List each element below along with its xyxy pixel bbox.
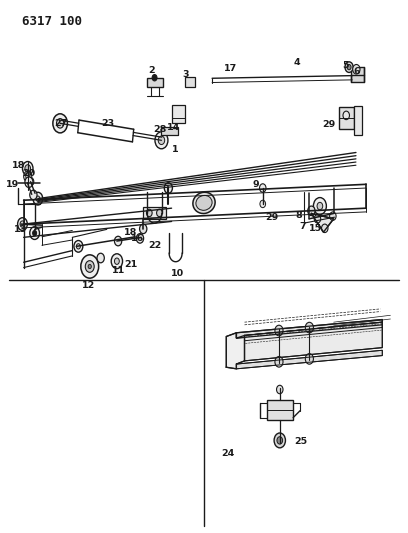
Circle shape	[157, 209, 162, 216]
Circle shape	[26, 174, 30, 179]
Text: 1: 1	[172, 146, 179, 155]
Text: 18: 18	[124, 228, 137, 237]
Circle shape	[353, 64, 360, 74]
Circle shape	[343, 111, 350, 119]
Text: 6317 100: 6317 100	[22, 14, 82, 28]
Bar	[339, 108, 354, 128]
Circle shape	[115, 258, 119, 264]
Circle shape	[111, 254, 122, 269]
Circle shape	[330, 212, 336, 220]
Text: 6: 6	[353, 67, 360, 76]
Circle shape	[27, 177, 34, 186]
Circle shape	[274, 433, 286, 448]
Circle shape	[115, 236, 122, 246]
Text: 22: 22	[149, 241, 162, 250]
Ellipse shape	[196, 196, 212, 211]
Circle shape	[305, 353, 313, 364]
Circle shape	[313, 198, 326, 215]
Bar	[147, 78, 163, 87]
Circle shape	[30, 227, 40, 239]
Text: 21: 21	[124, 260, 137, 269]
Circle shape	[33, 230, 37, 236]
Text: 17: 17	[224, 64, 237, 73]
Circle shape	[317, 203, 323, 210]
Circle shape	[25, 177, 33, 188]
Text: 15: 15	[309, 224, 322, 233]
Circle shape	[152, 75, 157, 81]
Polygon shape	[226, 333, 244, 369]
Circle shape	[322, 224, 328, 232]
Text: 19: 19	[6, 180, 19, 189]
Polygon shape	[236, 319, 382, 338]
Circle shape	[22, 161, 33, 175]
Text: 9: 9	[252, 180, 259, 189]
Circle shape	[164, 183, 173, 193]
Circle shape	[56, 118, 64, 128]
Circle shape	[259, 184, 266, 192]
Circle shape	[53, 114, 67, 133]
Bar	[143, 207, 166, 219]
Text: 13: 13	[14, 225, 27, 234]
Circle shape	[314, 215, 321, 223]
Circle shape	[88, 264, 91, 269]
Text: 4: 4	[294, 58, 301, 67]
Text: 5: 5	[342, 61, 348, 69]
Circle shape	[308, 206, 315, 216]
Text: 24: 24	[222, 449, 235, 458]
Circle shape	[277, 437, 283, 444]
Polygon shape	[244, 322, 382, 361]
Polygon shape	[311, 214, 334, 232]
Text: 7: 7	[299, 222, 306, 231]
Text: 11: 11	[111, 266, 125, 275]
Text: 20: 20	[22, 169, 35, 178]
Circle shape	[97, 253, 104, 263]
Circle shape	[74, 240, 83, 252]
Circle shape	[146, 209, 152, 216]
Circle shape	[305, 322, 313, 333]
Polygon shape	[244, 322, 382, 341]
Text: 18: 18	[12, 161, 25, 170]
Circle shape	[140, 224, 147, 233]
Text: 23: 23	[101, 119, 114, 128]
Text: 16: 16	[131, 235, 144, 244]
Circle shape	[20, 221, 25, 227]
Circle shape	[24, 171, 32, 182]
Circle shape	[30, 190, 37, 200]
Circle shape	[18, 217, 27, 230]
Text: 25: 25	[294, 437, 307, 446]
Ellipse shape	[193, 192, 215, 214]
Text: 29: 29	[322, 120, 335, 129]
Circle shape	[158, 136, 165, 144]
Circle shape	[275, 325, 283, 336]
Circle shape	[36, 196, 40, 201]
Bar	[351, 67, 364, 82]
Text: 27: 27	[55, 119, 68, 128]
Circle shape	[260, 200, 266, 208]
Circle shape	[277, 385, 283, 394]
Text: 2: 2	[148, 66, 155, 75]
Circle shape	[81, 255, 99, 278]
Circle shape	[345, 62, 353, 72]
Circle shape	[136, 233, 144, 243]
Circle shape	[85, 261, 94, 272]
Polygon shape	[236, 350, 382, 369]
Circle shape	[155, 132, 168, 149]
Text: 29: 29	[266, 213, 279, 222]
Circle shape	[347, 64, 351, 70]
Text: 10: 10	[171, 269, 184, 278]
Text: 14: 14	[167, 123, 180, 132]
Bar	[162, 126, 177, 135]
Circle shape	[33, 192, 43, 205]
Bar	[173, 105, 184, 123]
Bar	[267, 400, 293, 420]
Text: 8: 8	[295, 211, 302, 220]
Text: 28: 28	[153, 125, 167, 134]
Bar	[184, 77, 195, 87]
Circle shape	[76, 244, 80, 249]
Circle shape	[275, 357, 283, 367]
Text: 12: 12	[82, 281, 95, 290]
Bar	[354, 106, 362, 135]
Text: 3: 3	[182, 69, 189, 78]
Circle shape	[25, 165, 31, 172]
